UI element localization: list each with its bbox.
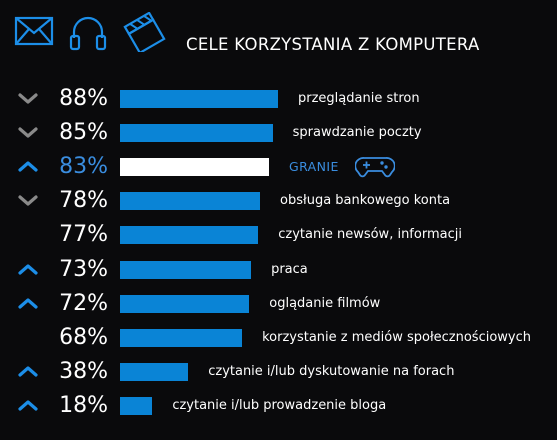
gamepad-icon bbox=[355, 157, 396, 178]
bar-row: 72% oglądanie filmów bbox=[0, 289, 557, 319]
bar-row: 77% czytanie newsów, informacji bbox=[0, 220, 557, 250]
value-label: 83% bbox=[59, 154, 108, 180]
bar-row: 18% czytanie i/lub prowadzenie bloga bbox=[0, 391, 557, 421]
value-label: 85% bbox=[59, 120, 108, 146]
category-label: oglądanie filmów bbox=[269, 295, 381, 311]
category-label: czytanie i/lub prowadzenie bloga bbox=[172, 397, 387, 413]
category-label: GRANIE bbox=[289, 159, 339, 175]
bar bbox=[120, 226, 259, 245]
bar-row: 85% sprawdzanie poczty bbox=[0, 118, 557, 148]
category-label: praca bbox=[271, 261, 308, 277]
trend-down-icon bbox=[18, 195, 38, 206]
bar bbox=[120, 294, 250, 313]
value-label: 18% bbox=[59, 392, 108, 418]
bar bbox=[120, 192, 261, 211]
trend-up-icon bbox=[18, 366, 38, 377]
value-label: 88% bbox=[59, 86, 108, 111]
category-label: czytanie i/lub dyskutowanie na forach bbox=[208, 363, 455, 379]
bar bbox=[120, 362, 189, 381]
category-label: obsługa bankowego konta bbox=[280, 193, 451, 209]
bar-row: 78% obsługa bankowego konta bbox=[0, 186, 557, 216]
value-label: 73% bbox=[59, 256, 108, 282]
bar-row: 88% przeglądanie stron bbox=[0, 84, 557, 114]
trend-up-icon bbox=[18, 161, 38, 172]
bar bbox=[120, 124, 273, 143]
bar bbox=[120, 396, 153, 415]
category-label: czytanie newsów, informacji bbox=[278, 227, 462, 243]
trend-up-icon bbox=[18, 263, 38, 275]
bar bbox=[120, 260, 252, 279]
category-label: korzystanie z mediów społecznościowych bbox=[262, 329, 532, 345]
header-icons bbox=[14, 12, 166, 52]
value-label: 77% bbox=[59, 222, 108, 248]
value-label: 78% bbox=[59, 188, 108, 214]
category-label: sprawdzanie poczty bbox=[292, 125, 422, 141]
bar-row: 83% GRANIE bbox=[0, 152, 557, 182]
trend-down-icon bbox=[18, 127, 38, 138]
trend-down-icon bbox=[18, 93, 38, 104]
bar bbox=[120, 90, 278, 108]
chart-title: CELE KORZYSTANIA Z KOMPUTERA bbox=[186, 35, 480, 54]
bar-row: 73% praca bbox=[0, 255, 557, 285]
clapperboard-icon bbox=[123, 12, 166, 52]
value-label: 72% bbox=[59, 290, 108, 316]
bar bbox=[120, 158, 270, 177]
headphones-icon bbox=[69, 16, 107, 51]
bar bbox=[120, 328, 243, 347]
value-label: 68% bbox=[59, 324, 108, 350]
bar-row: 68% korzystanie z mediów społecznościowyc… bbox=[0, 323, 557, 353]
trend-up-icon bbox=[18, 400, 38, 411]
envelope-icon bbox=[14, 16, 54, 46]
bar-row: 38% czytanie i/lub dyskutowanie na forach bbox=[0, 357, 557, 387]
trend-up-icon bbox=[18, 297, 38, 309]
value-label: 38% bbox=[59, 358, 108, 384]
category-label: przeglądanie stron bbox=[298, 91, 420, 106]
